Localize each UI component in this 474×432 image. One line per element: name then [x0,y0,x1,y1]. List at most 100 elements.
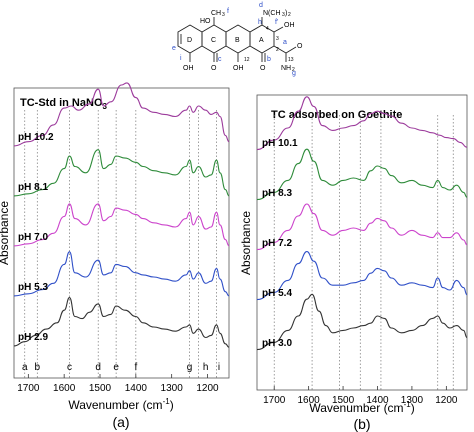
x-tick-label: 1500 [332,395,355,406]
label-h: h [258,19,262,26]
label-d-top: d [259,2,263,9]
y-axis-label-a: Absorbance [0,201,11,265]
x-tick-label: 1500 [89,383,112,394]
spectrum-line [13,297,230,348]
label-nme2: N(CH [263,10,281,17]
label-o-mid: O [260,65,266,72]
x-tick-label: 1600 [53,383,76,394]
label-n2: 2 [276,47,279,53]
x-tick-label: 1300 [401,395,424,406]
x-axis-label-a: Wavenumber (cm-1) [68,397,173,412]
series-label: pH 5.3 [18,282,48,293]
label-ring-a: A [259,37,264,44]
series-label: pH 8.3 [262,188,292,199]
series-labels-a: pH 10.2 pH 8.1 pH 7.0 pH 5.3 pH 2.9 [18,132,54,343]
series-label: pH 8.1 [18,182,48,193]
band-letter: a [22,362,28,373]
spectrum-line [256,203,468,251]
chart-panel-b: TC adsorbed on Goethite pH 10.1pH 8.3pH … [239,94,468,432]
panel-label-b: (b) [353,416,370,432]
label-ring-d: D [187,37,192,44]
series-label: pH 2.9 [18,332,48,343]
label-n3: 3 [276,36,279,42]
series-label: pH 7.2 [262,238,292,249]
y-axis-label-b: Absorbance [239,211,253,275]
band-letter: h [203,362,209,373]
spectrum-line [256,96,468,151]
label-ch3-sub: 3 [222,12,225,18]
x-tick-label: 1200 [196,383,219,394]
label-nme2-sub2: 2 [288,12,291,18]
label-i: i [180,55,182,62]
series-label: pH 3.0 [262,338,292,349]
band-letter: f [134,362,137,373]
spectra-b [256,96,468,351]
label-c: c [218,56,222,63]
label-oh-right: OH [284,22,295,29]
label-n12: 12 [244,57,250,63]
x-tick-label: 1400 [366,395,389,406]
x-tick-label: 1700 [263,395,286,406]
band-lines-a [24,110,217,378]
chart-a-title: TC-Std in NaNO3 [20,97,108,111]
label-ring-b: B [235,37,240,44]
x-tick-label: 1400 [125,383,148,394]
series-labels-b: pH 10.1 pH 8.3 pH 7.2 pH 5.4 pH 3.0 [262,138,298,349]
label-nme2-close: ) [285,10,287,17]
x-tick-label: 1600 [298,395,321,406]
label-b: b [267,56,271,63]
spectrum-line [13,82,230,147]
chart-panel-a: TC-Std in NaNO3 pH 10.2 pH 8.1 pH 7.0 pH 5.… [0,82,230,430]
spectrum-line [256,251,468,301]
spectrum-line [256,148,468,201]
label-e: e [172,45,176,52]
label-fprime: f' [275,19,278,26]
spectrum-line [13,251,230,297]
x-ticks-b: 1700 1600 1500 1400 1300 1200 [263,386,458,406]
band-lines-b [273,115,454,390]
spectrum-line [13,203,230,247]
panel-label-a: (a) [112,414,129,430]
label-n13: 13 [288,57,294,63]
label-o-left: O [211,65,217,72]
x-tick-label: 1300 [161,383,184,394]
series-label: pH 10.2 [18,132,54,143]
label-ho: HO [200,18,211,25]
band-letter: d [95,362,101,373]
spectra-a [13,82,230,348]
spectrum-line [13,149,230,197]
series-label: pH 5.4 [262,288,292,299]
label-oh-mid: OH [233,65,244,72]
band-letter: b [35,362,41,373]
x-axis-label-b: Wavenumber (cm-1) [309,400,414,415]
amide-bond [273,45,287,54]
plot-frame-b [256,94,468,391]
x-tick-label: 1700 [17,383,40,394]
amide-co-bond [285,46,297,54]
band-letter: g [187,362,193,373]
band-letter: c [67,362,72,373]
x-ticks-a: 1700 1600 1500 1400 1300 1200 [17,374,219,394]
tetracycline-structure [177,17,297,62]
label-ring-c: C [211,37,216,44]
label-f: f [227,8,229,15]
x-tick-label: 1200 [435,395,458,406]
series-label: pH 7.0 [18,232,48,243]
label-a: a [283,39,287,46]
oh-bond-right [273,26,284,33]
chart-b-title: TC adsorbed on Goethite [271,109,402,121]
series-label: pH 10.1 [262,138,298,149]
label-g: g [292,70,296,77]
plot-frame-a [13,87,230,379]
label-nh2-sub: 2 [292,67,295,73]
label-n4: 4 [266,26,269,32]
label-ch3: CH [211,10,221,17]
label-nh2: NH [281,65,291,72]
label-oh-left: OH [183,65,194,72]
structure-labels: HO CH 3 f d h N(CH 3 ) 2 f' D C B A e i … [172,2,303,77]
label-o-right: O [297,43,303,50]
band-letter: i [218,362,220,373]
band-letter: e [113,362,119,373]
